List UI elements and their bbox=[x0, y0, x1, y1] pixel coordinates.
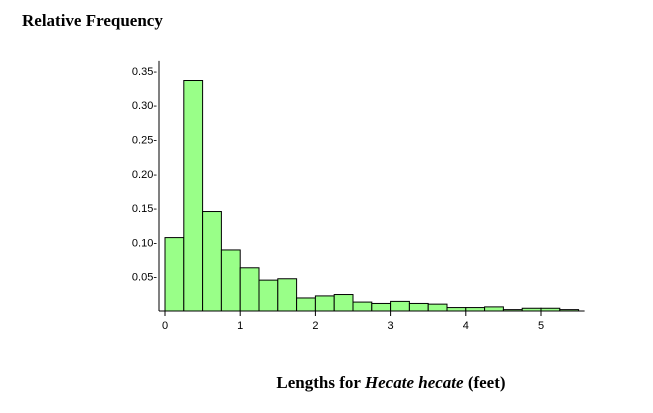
histogram-bar bbox=[465, 307, 486, 312]
x-tick-label: 3 bbox=[388, 320, 394, 332]
histogram-bar bbox=[277, 278, 298, 312]
y-tick-label: 0.25- bbox=[132, 135, 157, 147]
histogram-bar bbox=[314, 295, 335, 312]
chart-title: Relative Frequency bbox=[22, 11, 163, 30]
x-tick-label: 2 bbox=[312, 320, 318, 332]
x-tick-label: 5 bbox=[538, 320, 544, 332]
histogram-bar bbox=[333, 294, 354, 312]
x-axis-label-prefix: Lengths for bbox=[276, 373, 364, 392]
y-tick-label: 0.05- bbox=[132, 272, 157, 284]
x-tick-label: 4 bbox=[463, 320, 469, 332]
x-axis-label: Lengths for Hecate hecate (feet) bbox=[276, 373, 505, 392]
x-axis-label-species: Hecate hecate bbox=[364, 373, 464, 392]
y-tick-label: 0.30- bbox=[132, 100, 157, 112]
histogram-bar bbox=[408, 302, 429, 312]
x-tick-label: 0 bbox=[162, 320, 168, 332]
y-tick-label: 0.15- bbox=[132, 203, 157, 215]
x-ticks-group: 0 1 2 3 4 5 bbox=[162, 311, 544, 332]
histogram-bar bbox=[352, 301, 373, 312]
histogram-bar bbox=[220, 249, 241, 312]
x-tick-label: 1 bbox=[237, 320, 243, 332]
y-ticks-group: 0.05- 0.10- 0.15- 0.20- 0.25- 0.30- 0.35- bbox=[132, 66, 157, 284]
histogram-bar bbox=[296, 297, 316, 312]
y-tick-label: 0.20- bbox=[132, 169, 157, 181]
bars-group bbox=[164, 80, 580, 312]
histogram-bar bbox=[371, 302, 392, 312]
histogram-bar bbox=[484, 306, 504, 312]
x-axis-label-suffix: (feet) bbox=[464, 373, 506, 392]
histogram-bar bbox=[427, 303, 448, 312]
histogram-bar bbox=[164, 237, 185, 312]
histogram-bar bbox=[446, 307, 467, 312]
y-tick-label: 0.10- bbox=[132, 237, 157, 249]
histogram-bar bbox=[390, 300, 410, 312]
histogram-bar bbox=[239, 267, 260, 312]
histogram-bar bbox=[258, 279, 279, 312]
histogram-bar bbox=[202, 211, 222, 312]
histogram-bar bbox=[183, 80, 204, 312]
y-tick-label: 0.35- bbox=[132, 66, 157, 78]
